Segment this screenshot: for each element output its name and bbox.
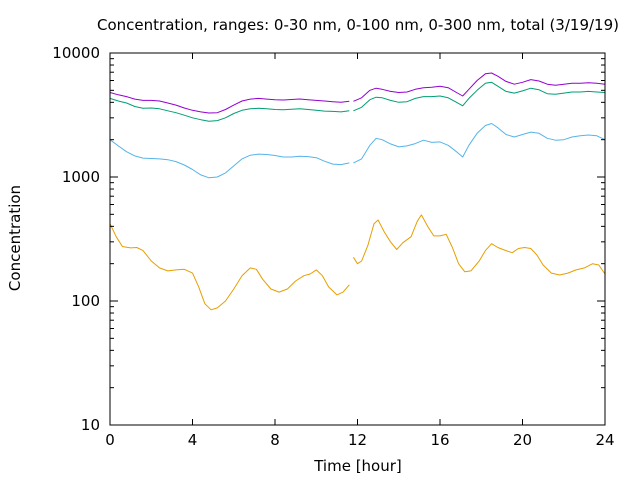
series-2-line-segment-1 (109, 139, 350, 179)
y-tick-label: 10 (81, 416, 100, 434)
x-tick-label: 24 (595, 431, 614, 449)
series-3-line-segment-1 (109, 97, 350, 122)
x-tick-label: 16 (430, 431, 449, 449)
series-4-line-segment-2 (353, 72, 606, 102)
x-tick-label: 0 (105, 431, 115, 449)
x-tick-label: 20 (513, 431, 532, 449)
x-tick-label: 12 (348, 431, 367, 449)
chart-title: Concentration, ranges: 0-30 nm, 0-100 nm… (97, 16, 619, 34)
y-axis-label: Concentration (6, 185, 24, 291)
x-axis-label: Time [hour] (313, 457, 402, 475)
x-tick-label: 8 (270, 431, 280, 449)
y-tick-label: 100 (71, 292, 100, 310)
series-2-line-segment-2 (353, 123, 606, 164)
y-tick-label: 10000 (52, 44, 100, 62)
series-4-line-segment-1 (109, 92, 350, 114)
x-tick-label: 4 (188, 431, 198, 449)
tick-layer: 0 4 8 12 16 20 24 10 100 1000 10000 (52, 44, 614, 449)
plot-frame (109, 52, 606, 426)
series-1-line-segment-2 (352, 214, 606, 276)
series-1-line-segment-1 (109, 223, 350, 311)
series-layer (109, 72, 606, 311)
series-3-line-segment-2 (353, 81, 606, 112)
y-tick-label: 1000 (62, 168, 100, 186)
